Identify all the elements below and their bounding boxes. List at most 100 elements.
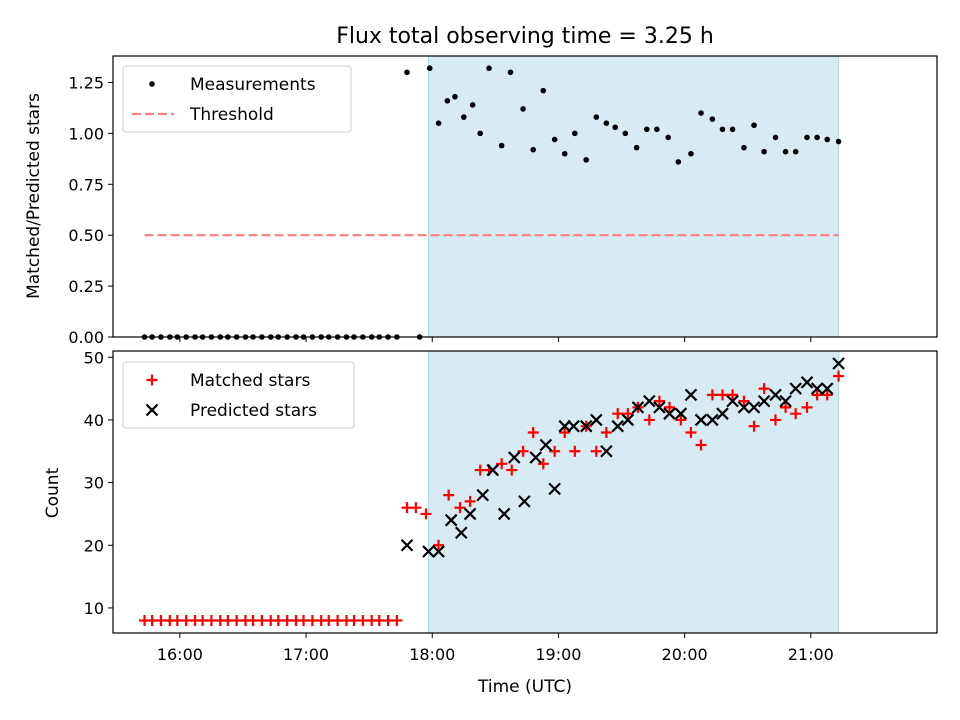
predicted-star-point: [590, 413, 603, 427]
matched-star-point: [695, 439, 707, 451]
observing-interval-shade: [427, 350, 840, 634]
measurement-point: [741, 144, 747, 151]
legend-predicted-marker: [145, 403, 159, 417]
predicted-star-point: [769, 388, 782, 402]
matched-star-point: [433, 539, 445, 551]
y-tick-label: 0.75: [68, 175, 104, 194]
predicted-star-point: [674, 407, 688, 420]
measurement-point: [561, 150, 568, 157]
predicted-star-point: [539, 438, 553, 452]
measurement-point: [477, 130, 484, 137]
matched-star-point: [643, 414, 655, 426]
matched-star-point: [443, 489, 455, 501]
matched-star-point: [716, 389, 728, 401]
predicted-star-point: [422, 545, 435, 558]
matched-star-point: [527, 426, 539, 438]
predicted-star-point: [631, 401, 645, 414]
matched-star-point: [420, 508, 432, 520]
predicted-star-point: [621, 413, 635, 427]
predicted-star-point: [600, 444, 613, 458]
y-tick-label: 0.50: [68, 226, 104, 245]
matched-star-point: [464, 495, 476, 507]
predicted-star-point: [486, 463, 500, 477]
bottom-y-axis-label: Count: [43, 467, 63, 518]
measurement-point: [665, 134, 672, 141]
predicted-star-point: [444, 513, 458, 527]
matched-star-point: [833, 370, 845, 382]
top-legend-box: [122, 65, 352, 133]
y-tick-label: 20: [84, 536, 104, 555]
predicted-star-point: [567, 419, 580, 433]
top-panel: 0.00 0.25 0.50 0.75 1.00 1.25 Measurements Thre…: [68, 55, 938, 347]
measurement-point: [729, 126, 736, 133]
matched-star-point: [675, 414, 687, 426]
matched-star-point: [506, 464, 518, 476]
measurement-point: [719, 126, 726, 133]
matched-star-point: [559, 426, 571, 438]
measurement-point: [498, 142, 505, 149]
measurement-point: [761, 148, 767, 155]
measurement-point: [751, 122, 757, 129]
matched-star-point: [590, 445, 602, 457]
predicted-star-point: [463, 507, 477, 521]
measurement-point: [612, 124, 619, 131]
bottom-legend-box: [122, 361, 355, 429]
matched-star-point: [758, 383, 770, 395]
measurement-point: [507, 69, 514, 76]
predicted-star-point: [694, 413, 708, 427]
measurement-point: [530, 146, 537, 153]
predicted-star-point: [579, 419, 593, 433]
measurement-point: [520, 106, 526, 112]
matched-star-point: [496, 458, 508, 470]
measurement-point: [426, 65, 433, 72]
predicted-star-point: [810, 382, 824, 395]
predicted-star-point: [529, 451, 543, 464]
matched-star-point: [517, 445, 529, 457]
matched-star-point: [612, 408, 624, 420]
measurement-point: [633, 144, 640, 151]
matched-star-point: [780, 401, 792, 413]
measurement-point: [593, 114, 600, 120]
y-tick-label: 1.25: [68, 73, 104, 92]
measurement-point: [452, 93, 458, 100]
predicted-star-point: [706, 413, 719, 427]
matched-star-point: [769, 414, 781, 426]
legend-measurements-label: Measurements: [190, 75, 316, 95]
matched-star-point: [811, 389, 823, 401]
top-axes-frame: [112, 55, 938, 338]
x-tick-label: 19:00: [535, 645, 581, 664]
bottom-panel: 10 20 30 40 50 16:00 17:00 18:00 19:00 20:00 21:00…: [84, 348, 938, 664]
measurement-point: [654, 126, 660, 133]
measurement-point: [804, 134, 810, 141]
measurement-point: [688, 150, 694, 157]
matched-star-point: [410, 502, 422, 514]
y-tick-label: 1.00: [68, 124, 104, 143]
predicted-star-point: [663, 407, 676, 420]
x-axis-label: Time (UTC): [477, 677, 572, 697]
y-tick-label: 30: [84, 474, 104, 493]
measurement-point: [572, 130, 578, 137]
matched-star-point: [537, 458, 549, 470]
measurement-point: [675, 159, 682, 165]
observing-interval-shade: [427, 55, 840, 338]
y-tick-label: 40: [84, 411, 104, 430]
measurement-point: [460, 114, 467, 120]
matched-star-point: [748, 420, 760, 432]
matched-star-point: [706, 389, 718, 401]
legend-measurements-marker: [149, 81, 155, 87]
matched-star-point: [622, 408, 634, 420]
predicted-star-point: [800, 376, 814, 389]
predicted-star-point: [726, 394, 739, 408]
legend-matched-marker: [146, 374, 158, 386]
measurement-point: [698, 110, 704, 116]
matched-star-point: [790, 408, 802, 420]
predicted-star-point: [832, 357, 845, 370]
predicted-star-point: [779, 394, 792, 408]
predicted-star-point: [400, 538, 414, 552]
matched-star-point: [821, 389, 833, 401]
measurement-point: [444, 97, 451, 104]
bottom-axes-frame: [112, 350, 938, 634]
legend-predicted-label: Predicted stars: [190, 401, 317, 421]
y-tick-label: 0.00: [68, 328, 104, 347]
measurement-point: [469, 102, 476, 108]
